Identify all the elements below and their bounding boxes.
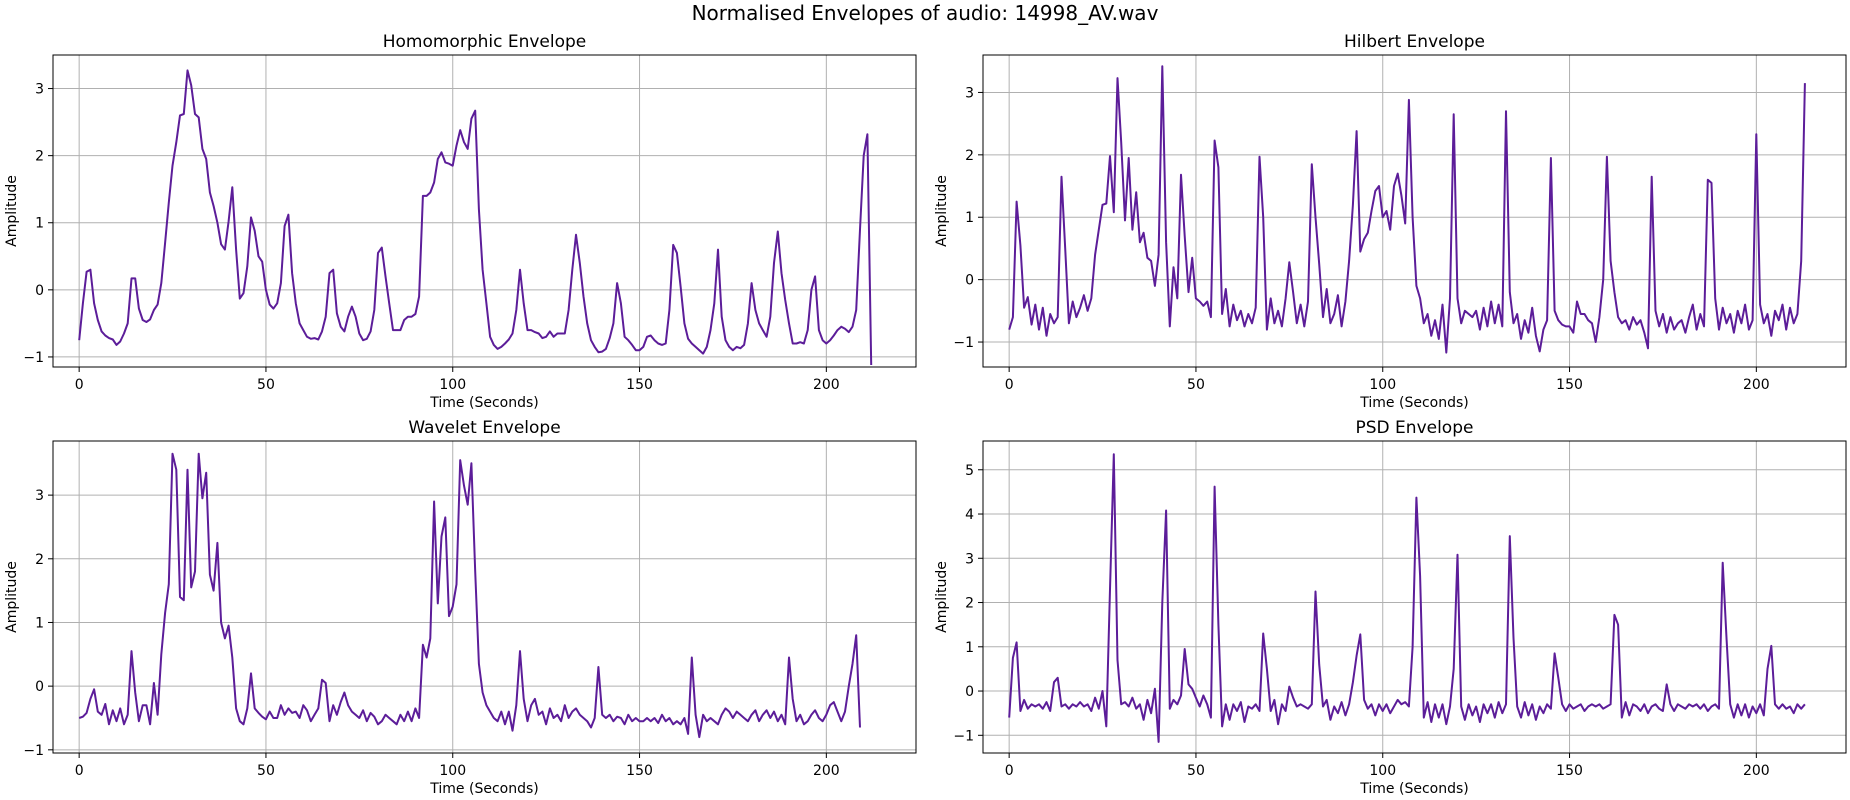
x-tick-label: 200: [813, 763, 840, 779]
figure-title: Normalised Envelopes of audio: 14998_AV.…: [691, 1, 1159, 25]
y-tick-label: 5: [965, 463, 974, 479]
y-tick-label: 3: [965, 551, 974, 567]
series-line: [1008, 453, 1806, 743]
y-tick-label: −1: [23, 743, 44, 759]
panel-title: PSD Envelope: [1356, 418, 1474, 438]
panel-psd-envelope: 0 50 100 150 200 −1 0 1 2 3 4 5 PSD Envelope Time (Se…: [934, 418, 1847, 797]
axes-frame: [52, 440, 917, 754]
y-tick-label: 0: [35, 283, 44, 299]
x-tick-label: 200: [1743, 763, 1770, 779]
y-tick-label: 2: [965, 596, 974, 612]
axes-frame: [982, 54, 1847, 368]
axes-frame: [52, 54, 917, 368]
y-tick-label: 0: [965, 273, 974, 289]
x-tick-label: 150: [1556, 377, 1583, 393]
x-axis-label: Time (Seconds): [1359, 781, 1468, 797]
y-axis-label: Amplitude: [4, 561, 20, 633]
axes-frame: [982, 440, 1847, 754]
y-tick-label: −1: [953, 728, 974, 744]
series-line: [78, 69, 873, 366]
series-line: [78, 452, 861, 739]
x-axis-label: Time (Seconds): [429, 395, 538, 411]
x-tick-label: 50: [257, 763, 275, 779]
x-tick-label: 150: [626, 763, 653, 779]
y-tick-label: 1: [35, 216, 44, 232]
y-tick-label: 1: [965, 210, 974, 226]
y-tick-label: 3: [965, 85, 974, 101]
y-axis-label: Amplitude: [934, 175, 950, 247]
y-tick-label: 0: [965, 684, 974, 700]
x-tick-label: 50: [257, 377, 275, 393]
y-tick-label: 2: [35, 149, 44, 165]
x-tick-label: 50: [1187, 763, 1205, 779]
y-tick-label: 4: [965, 507, 974, 523]
y-tick-label: 1: [965, 640, 974, 656]
panel-hilbert-envelope: 0 50 100 150 200 −1 0 1 2 3 Hilbert Envelope Time (…: [934, 32, 1847, 411]
x-tick-label: 100: [439, 763, 466, 779]
x-tick-label: 0: [75, 763, 84, 779]
x-tick-label: 0: [1005, 763, 1014, 779]
x-tick-label: 200: [1743, 377, 1770, 393]
x-tick-label: 150: [1556, 763, 1583, 779]
x-tick-label: 150: [626, 377, 653, 393]
x-tick-label: 50: [1187, 377, 1205, 393]
x-axis-label: Time (Seconds): [429, 781, 538, 797]
x-axis-label: Time (Seconds): [1359, 395, 1468, 411]
y-axis-label: Amplitude: [4, 175, 20, 247]
x-tick-label: 100: [1369, 377, 1396, 393]
y-tick-label: 2: [35, 552, 44, 568]
panel-wavelet-envelope: 0 50 100 150 200 −1 0 1 2 3 Wavelet Envelope Time (…: [4, 418, 917, 797]
x-tick-label: 0: [75, 377, 84, 393]
panel-homomorphic-envelope: 0 50 100 150 200 −1 0 1 2 3 Homomorphic Envelope Ti…: [4, 32, 917, 411]
y-tick-label: −1: [23, 350, 44, 366]
panel-title: Wavelet Envelope: [408, 418, 560, 438]
y-tick-label: 3: [35, 488, 44, 504]
y-tick-label: 0: [35, 679, 44, 695]
y-tick-label: 3: [35, 82, 44, 98]
y-axis-label: Amplitude: [934, 561, 950, 633]
y-tick-label: 2: [965, 148, 974, 164]
series-line: [1008, 65, 1806, 354]
y-tick-label: 1: [35, 615, 44, 631]
x-tick-label: 100: [1369, 763, 1396, 779]
x-tick-label: 0: [1005, 377, 1014, 393]
panel-title: Hilbert Envelope: [1344, 32, 1485, 52]
x-tick-label: 200: [813, 377, 840, 393]
x-tick-label: 100: [439, 377, 466, 393]
panel-title: Homomorphic Envelope: [383, 32, 587, 52]
y-tick-label: −1: [953, 335, 974, 351]
